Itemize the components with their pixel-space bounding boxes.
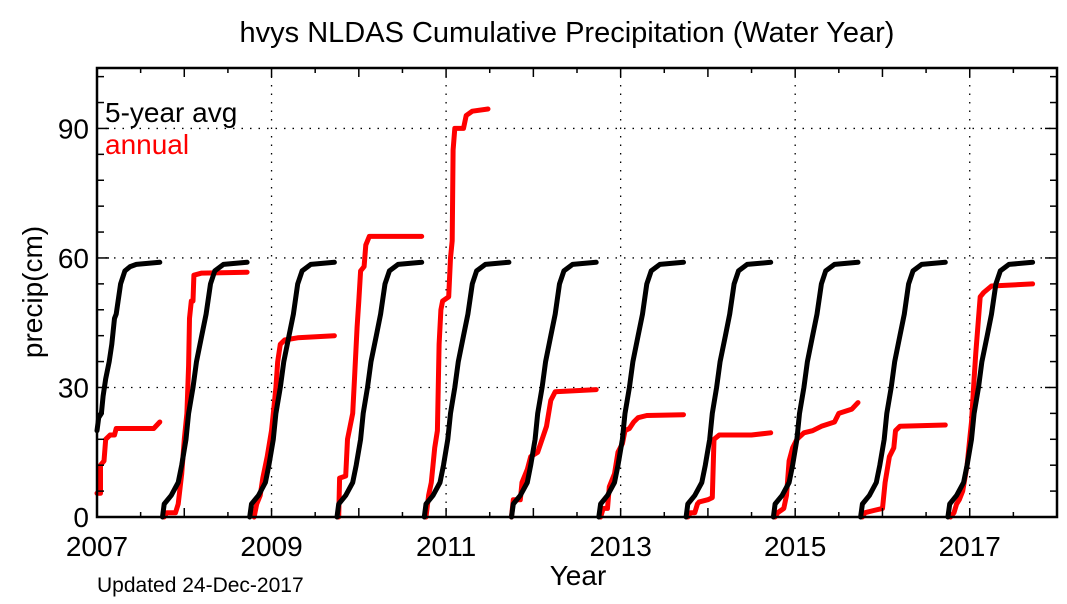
series-line-segment xyxy=(770,259,861,520)
y-tick-label: 30 xyxy=(58,372,89,403)
axis-ticks xyxy=(96,68,1058,518)
series-line-segment xyxy=(334,259,425,520)
series-line-segment xyxy=(423,106,491,520)
updated-footer: Updated 24-Dec-2017 xyxy=(97,574,304,597)
x-tick-label: 2013 xyxy=(589,531,651,562)
y-axis-label: precip(cm) xyxy=(17,226,48,358)
series-lines xyxy=(94,106,1036,520)
x-tick-label: 2011 xyxy=(416,531,476,562)
legend-annual: annual xyxy=(105,129,189,160)
series-line-segment xyxy=(421,259,512,520)
series-annual xyxy=(94,106,1036,520)
plot-frame xyxy=(95,66,1059,519)
series-line-segment xyxy=(251,333,337,520)
series-line-segment xyxy=(336,233,425,520)
series-line-segment xyxy=(683,259,774,520)
series-line-segment xyxy=(685,430,774,520)
series-line-segment xyxy=(772,400,861,520)
x-tick-label: 2015 xyxy=(764,531,826,562)
series-line-segment xyxy=(161,269,250,520)
chart-title: hvys NLDAS Cumulative Precipitation (Wat… xyxy=(240,17,895,49)
legend-5yr-avg: 5-year avg xyxy=(105,97,237,128)
series-5-year-avg xyxy=(94,259,1036,520)
series-line-segment xyxy=(94,259,163,434)
y-tick-label: 60 xyxy=(58,243,89,274)
series-line-segment xyxy=(247,259,337,520)
series-line-segment xyxy=(945,259,1036,520)
series-line-segment xyxy=(859,422,948,520)
tick-labels: 2007 2009 2011 2013 2015 2017 0 30 60 90 xyxy=(58,113,1001,562)
x-axis-label: Year xyxy=(550,560,607,591)
x-tick-label: 2017 xyxy=(939,531,1001,562)
series-line-segment xyxy=(858,259,948,520)
y-tick-label: 0 xyxy=(73,502,89,533)
series-line-segment xyxy=(94,419,163,496)
series-line-segment xyxy=(509,387,599,520)
series-line-segment xyxy=(596,259,686,520)
series-line-segment xyxy=(598,412,686,520)
series-line-segment xyxy=(509,259,599,520)
grid-lines xyxy=(97,68,1057,517)
y-tick-label: 90 xyxy=(58,113,89,144)
series-line-segment xyxy=(160,259,250,520)
x-tick-label: 2007 xyxy=(66,531,128,562)
x-tick-label: 2009 xyxy=(240,531,302,562)
